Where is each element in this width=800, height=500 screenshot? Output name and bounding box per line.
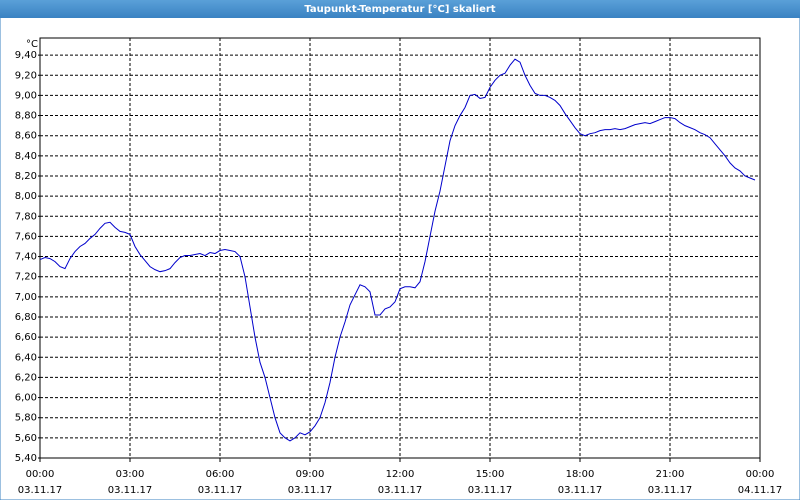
y-tick-label: 7,40 — [15, 252, 37, 263]
y-unit: °C — [26, 39, 38, 50]
x-tick-date: 03.11.17 — [288, 485, 333, 496]
x-tick-date: 03.11.17 — [378, 485, 423, 496]
x-tick-label: 18:00 — [566, 469, 595, 480]
y-tick-label: 9,20 — [15, 70, 37, 81]
x-tick-date: 03.11.17 — [468, 485, 513, 496]
y-tick-label: 8,20 — [15, 171, 37, 182]
y-tick-label: 8,80 — [15, 111, 37, 122]
y-tick-label: 6,00 — [15, 393, 37, 404]
x-tick-date: 04.11.17 — [738, 485, 783, 496]
x-tick-date: 03.11.17 — [18, 485, 63, 496]
x-tick-date: 03.11.17 — [198, 485, 243, 496]
y-tick-label: 7,80 — [15, 211, 37, 222]
y-tick-label: 6,40 — [15, 352, 37, 363]
y-tick-label: 6,80 — [15, 312, 37, 323]
x-tick-label: 21:00 — [656, 469, 685, 480]
x-tick-label: 15:00 — [476, 469, 505, 480]
y-tick-label: 5,80 — [15, 413, 37, 424]
x-tick-label: 00:00 — [746, 469, 775, 480]
x-tick-label: 06:00 — [206, 469, 235, 480]
y-tick-label: 8,00 — [15, 191, 37, 202]
x-tick-label: 09:00 — [296, 469, 325, 480]
y-tick-label: 7,00 — [15, 292, 37, 303]
y-tick-label: 5,40 — [15, 453, 37, 464]
title-bar — [0, 0, 800, 18]
y-tick-label: 5,60 — [15, 433, 37, 444]
y-tick-label: 7,20 — [15, 272, 37, 283]
y-tick-label: 8,40 — [15, 151, 37, 162]
y-tick-label: 9,00 — [15, 90, 37, 101]
x-tick-date: 03.11.17 — [648, 485, 693, 496]
y-tick-label: 7,60 — [15, 231, 37, 242]
x-tick-label: 00:00 — [26, 469, 55, 480]
plot-border — [39, 37, 761, 459]
y-tick-label: 6,60 — [15, 332, 37, 343]
y-tick-label: 9,40 — [15, 50, 37, 61]
x-tick-date: 03.11.17 — [108, 485, 153, 496]
x-tick-label: 12:00 — [386, 469, 415, 480]
data-line — [39, 58, 756, 442]
y-tick-label: 8,60 — [15, 131, 37, 142]
x-tick-label: 03:00 — [116, 469, 145, 480]
y-tick-label: 6,20 — [15, 372, 37, 383]
chart-title: Taupunkt-Temperatur [°C] skaliert — [304, 4, 495, 15]
x-tick-date: 03.11.17 — [558, 485, 603, 496]
